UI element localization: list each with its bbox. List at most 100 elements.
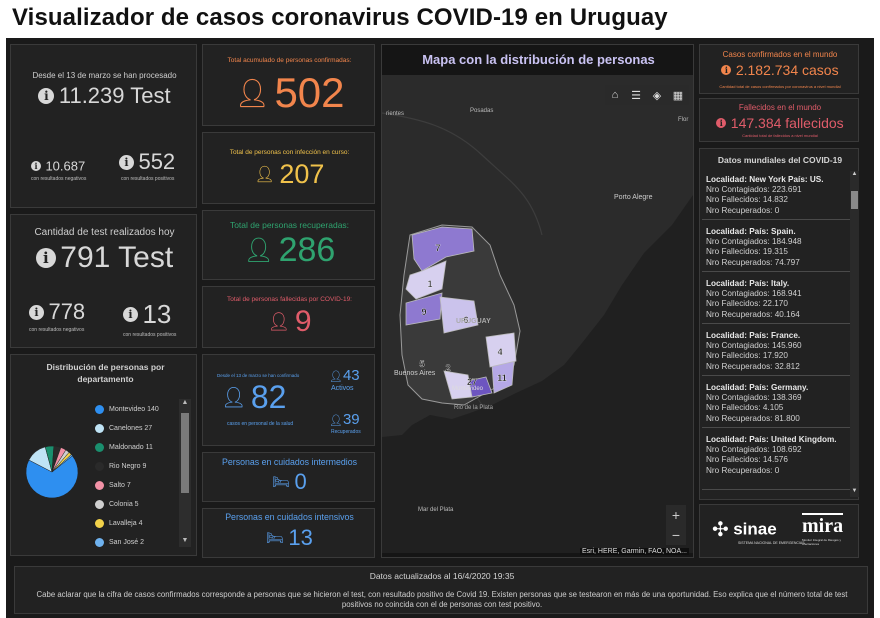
place-posadas: Posadas <box>470 108 493 114</box>
scroll-thumb[interactable] <box>851 191 858 209</box>
place-rientes: rientes <box>386 111 404 117</box>
world-list-item[interactable]: Localidad: País: United Kingdom. Nro Cont… <box>706 435 846 476</box>
intensive-row: 🛏︎ 13 <box>203 525 376 551</box>
world-list[interactable]: Localidad: New York País: US. Nro Contagi… <box>700 169 852 497</box>
scroll-down-icon[interactable]: ▼ <box>851 488 858 494</box>
layers-icon[interactable]: ◈ <box>652 89 662 102</box>
scroll-up-icon[interactable]: ▲ <box>851 171 858 177</box>
legend-swatch <box>95 424 104 433</box>
pie-slice-montevideo[interactable] <box>25 455 79 499</box>
map-marker-label[interactable]: 7 <box>435 243 440 253</box>
world-item-stat: Nro Recuperados: 0 <box>706 465 780 475</box>
legend-item[interactable]: Colonia 5 <box>95 500 139 509</box>
tests-negative: i 10.687 con resultados negativos <box>31 157 101 182</box>
scroll-down-icon[interactable]: ▼ <box>181 537 189 544</box>
tests-since-label: Desde el 13 de marzo se han procesado <box>32 71 177 80</box>
legend-item[interactable]: Rio Negro 9 <box>95 462 146 471</box>
world-confirmed-source: Cantidad total de casos confirmados por … <box>719 84 841 89</box>
distribution-title: Distribución de personas por departament… <box>46 362 165 384</box>
list-icon[interactable]: ☰ <box>631 89 641 102</box>
world-list-scrollbar[interactable]: ▲ ▼ <box>850 171 859 497</box>
confirmed-panel: Total acumulado de personas confirmadas:… <box>202 44 375 126</box>
mira-wordmark: mira <box>802 513 844 537</box>
world-item-location: Localidad: País: Spain. <box>706 227 796 236</box>
sinae-wordmark: sinae <box>733 519 777 539</box>
legend-item[interactable]: Canelones 27 <box>95 424 152 433</box>
health-recovered-value: 39 <box>342 411 360 428</box>
pie-slice-san-josé[interactable] <box>51 454 73 473</box>
map-marker-label[interactable]: 4 <box>497 347 502 357</box>
world-item-stat: Nro Fallecidos: 22.170 <box>706 299 788 309</box>
intensive-label: Personas en cuidados intensivos <box>225 512 354 522</box>
zoom-in-button[interactable]: + <box>671 507 681 523</box>
world-item-stat: Nro Contagiados: 138.369 <box>706 393 802 403</box>
world-item-stat: Nro Contagiados: 168.941 <box>706 289 802 299</box>
today-positive-label: con resultados positivos <box>123 332 177 338</box>
map-marker-label[interactable]: 5 <box>419 359 424 369</box>
place-flor: Flor <box>678 117 688 123</box>
mira-logo: mira Monitor Integral de Riesgos y Afect… <box>802 513 858 546</box>
legend-label: Colonia 5 <box>109 501 139 508</box>
world-item-stat: Nro Fallecidos: 14.832 <box>706 195 788 205</box>
map-marker-label[interactable]: 11 <box>497 373 507 383</box>
legend-swatch <box>95 519 104 528</box>
deceased-row: 👤︎ 9 <box>203 305 376 339</box>
legend-item[interactable]: Salto 7 <box>95 481 131 490</box>
tests-negative-label: con resultados negativos <box>31 176 87 182</box>
scroll-thumb[interactable] <box>181 413 189 493</box>
recovered-panel: Total de personas recuperadas: 👤︎ 286 <box>202 210 375 280</box>
legend-scrollbar[interactable]: ▲ ▼ <box>179 399 191 547</box>
world-item-location: Localidad: País: France. <box>706 331 801 340</box>
legend-swatch <box>95 500 104 509</box>
tests-total: 11.239 Test <box>58 83 171 108</box>
place-uruguay: URUGUAY <box>456 318 491 325</box>
person-icon: 👤︎ <box>221 387 247 409</box>
health-label: casos en personal de la salud <box>227 421 294 427</box>
zoom-out-button[interactable]: − <box>671 527 681 543</box>
legend-label: Montevideo 140 <box>109 406 159 413</box>
active-label: Total de personas con infección en curso… <box>229 149 350 156</box>
health-value: 82 <box>250 379 287 415</box>
distribution-pie[interactable] <box>17 437 87 507</box>
map-marker-label[interactable]: 1 <box>427 279 432 289</box>
health-row: 👤︎ 82 <box>221 379 286 416</box>
map-attribution: Esri, HERE, Garmin, FAO, NOA... <box>579 548 689 555</box>
world-list-item[interactable]: Localidad: País: France. Nro Contagiados:… <box>706 331 846 372</box>
info-icon: i <box>38 88 55 104</box>
home-icon[interactable]: ⌂ <box>611 89 619 101</box>
world-list-item[interactable]: Localidad: New York País: US. Nro Contagi… <box>706 175 846 216</box>
map-canvas[interactable]: 7 1 9 5 2 27 4 11 6 rientes Posadas Flor Porto A… <box>382 75 693 553</box>
world-list-item[interactable]: Localidad: País: Germany. Nro Contagiados… <box>706 383 846 424</box>
scroll-up-icon[interactable]: ▲ <box>181 399 189 406</box>
sinae-emblem-icon: ✣ <box>712 519 729 541</box>
confirmed-row: 👤︎ 502 <box>203 69 376 117</box>
footer-panel: Datos actualizados al 16/4/2020 19:35 Ca… <box>14 566 868 614</box>
world-confirmed-row: i 2.182.734 casos <box>700 61 860 79</box>
world-item-stat: Nro Fallecidos: 17.920 <box>706 351 788 361</box>
dept-rio-negro <box>439 296 479 334</box>
world-list-item[interactable]: Localidad: País: Italy. Nro Contagiados: … <box>706 279 846 320</box>
world-confirmed-panel: Casos confirmados en el mundo i 2.182.73… <box>699 44 859 94</box>
tests-total-row: i 11.239 Test <box>11 83 198 109</box>
person-icon: 👤︎ <box>267 311 291 332</box>
legend-item[interactable]: Montevideo 140 <box>95 405 159 414</box>
health-panel: Desde el 13 de marzo se han confirmado 👤… <box>202 354 375 446</box>
world-deaths-value: 147.384 fallecidos <box>730 114 844 131</box>
world-item-stat: Nro Fallecidos: 4.105 <box>706 403 784 413</box>
info-icon: i <box>721 64 732 75</box>
today-total-row: i 791 Test <box>11 241 198 275</box>
world-list-panel: Datos mundiales del COVID-19 Localidad: … <box>699 148 859 500</box>
world-list-item[interactable]: Localidad: País: Spain. Nro Contagiados: … <box>706 227 846 268</box>
tests-panel: Desde el 13 de marzo se han procesado i … <box>10 44 197 208</box>
qr-icon[interactable]: ▦ <box>672 89 684 102</box>
map-marker-label[interactable]: 2 <box>445 363 450 373</box>
legend-item[interactable]: San José 2 <box>95 538 144 547</box>
list-divider <box>702 219 850 220</box>
map-marker-label[interactable]: 6 <box>463 315 468 325</box>
map-marker-label[interactable]: 27 <box>467 377 477 387</box>
map-panel[interactable]: Mapa con la distribución de personas 7 1 9… <box>381 44 694 558</box>
map-marker-label[interactable]: 9 <box>421 307 426 317</box>
today-negative-value: 778 <box>48 299 86 324</box>
legend-item[interactable]: Lavalleja 4 <box>95 519 142 528</box>
legend-item[interactable]: Maldonado 11 <box>95 443 153 452</box>
